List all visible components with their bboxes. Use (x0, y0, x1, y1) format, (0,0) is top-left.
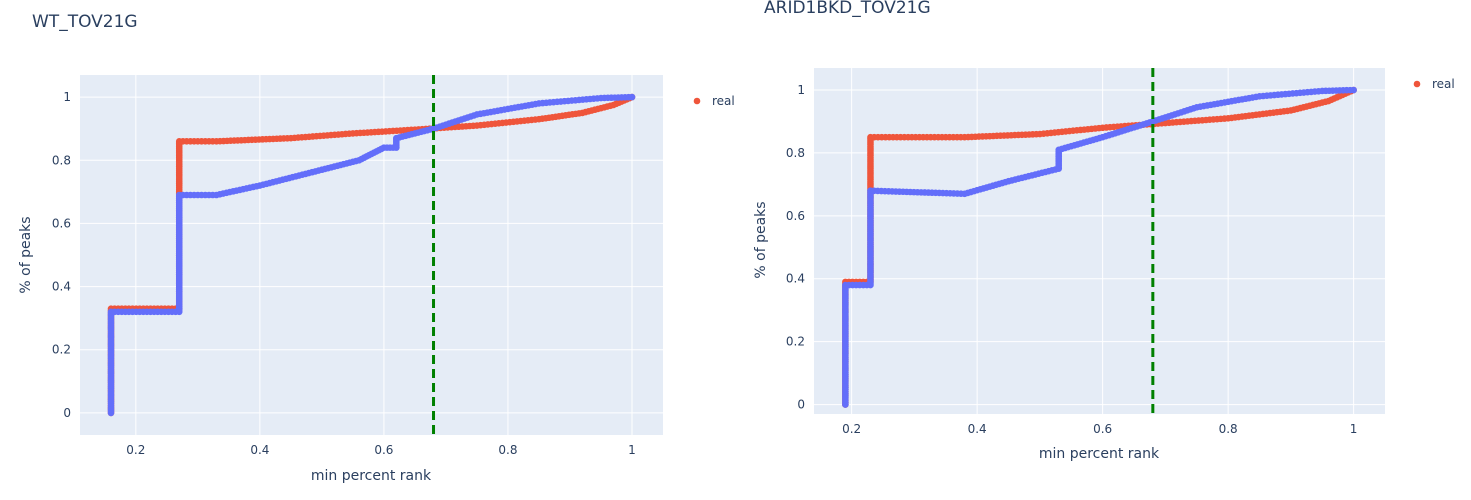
chart-panel-wt: WT_TOV21G 0.2 0.4 0.6 0.8 1 0 0.2 0.4 0.6 0.8 1 min… (0, 0, 736, 500)
chart-panel-arid1bkd: ARID1BKD_TOV21G 0.2 0.4 0.6 0.8 1 0 0.2 0.4 0.6 0… (736, 0, 1471, 500)
y-tick-label: 0.8 (786, 146, 805, 160)
x-tick-label: 0.8 (498, 443, 517, 457)
legend-label: real (1432, 77, 1455, 91)
y-axis-title: % of peaks (18, 216, 34, 293)
scatter-plot-arid1bkd[interactable]: 0.2 0.4 0.6 0.8 1 0 0.2 0.4 0.6 0.8 1 min percent r… (736, 0, 1471, 500)
legend-marker (1413, 80, 1421, 88)
y-tick-label: 0 (63, 406, 71, 420)
series-unnamed (842, 86, 1357, 408)
legend-marker (693, 97, 701, 105)
y-tick-label: 0.4 (52, 280, 71, 294)
x-tick-label: 0.2 (842, 422, 861, 436)
x-tick-label: 0.4 (968, 422, 987, 436)
legend: real (1413, 77, 1455, 91)
y-tick-label: 0.4 (786, 272, 805, 286)
y-tick-label: 0.2 (786, 335, 805, 349)
y-tick-label: 0.6 (52, 216, 71, 230)
x-tick-label: 0.8 (1219, 422, 1238, 436)
plot-area (814, 68, 1385, 414)
y-tick-label: 0.8 (52, 153, 71, 167)
series-unnamed (107, 93, 636, 417)
y-tick-label: 1 (63, 90, 71, 104)
x-tick-label: 0.2 (126, 443, 145, 457)
x-axis-title: min percent rank (1039, 446, 1160, 462)
legend: real (693, 94, 735, 108)
data-point (1350, 86, 1357, 94)
x-tick-label: 0.6 (1093, 422, 1112, 436)
chart-title: ARID1BKD_TOV21G (764, 0, 931, 18)
plot-area (80, 75, 663, 435)
y-tick-label: 0 (797, 398, 805, 412)
scatter-plot-wt[interactable]: 0.2 0.4 0.6 0.8 1 0 0.2 0.4 0.6 0.8 1 min percent r… (0, 0, 736, 500)
y-tick-label: 0.6 (786, 209, 805, 223)
y-axis-title: % of peaks (753, 201, 769, 278)
x-tick-label: 0.6 (374, 443, 393, 457)
y-tick-label: 0.2 (52, 343, 71, 357)
x-tick-label: 1 (628, 443, 636, 457)
legend-label: real (712, 94, 735, 108)
x-tick-label: 1 (1350, 422, 1358, 436)
data-point (628, 93, 636, 101)
x-tick-label: 0.4 (250, 443, 269, 457)
chart-title: WT_TOV21G (32, 12, 138, 32)
y-tick-label: 1 (797, 83, 805, 97)
x-axis-title: min percent rank (311, 468, 432, 484)
